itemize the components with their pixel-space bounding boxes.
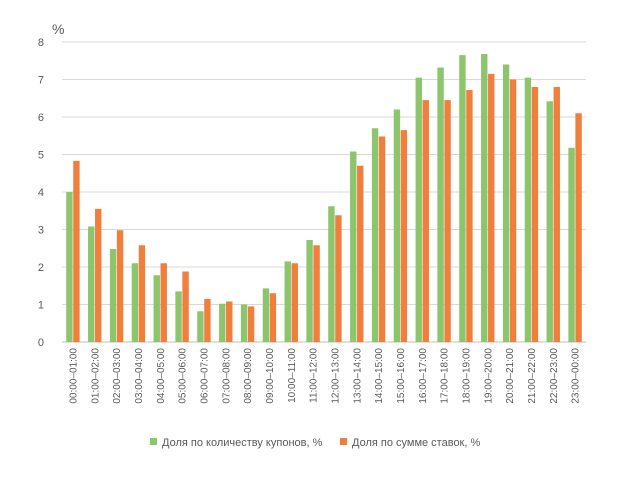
bar-series-2-7 (226, 301, 233, 342)
y-tick-label: 3 (38, 225, 44, 237)
x-tick-label: 18:00–19:00 (461, 348, 472, 404)
bar-series-2-9 (269, 293, 277, 342)
bar-series-1-9 (262, 288, 270, 342)
x-tick-label: 05:00–06:00 (178, 348, 189, 404)
bar-series-2-19 (488, 73, 495, 342)
bar-series-2-11 (313, 245, 320, 342)
bar-series-1-10 (284, 261, 291, 342)
bar-series-1-17 (437, 67, 444, 342)
x-tick-label: 14:00–15:00 (374, 348, 385, 404)
bar-series-1-5 (175, 291, 182, 342)
bar-series-2-2 (116, 230, 124, 342)
bar-series-2-1 (95, 208, 102, 342)
x-tick-label: 17:00–18:00 (440, 348, 451, 404)
y-tick-label: 1 (38, 300, 44, 312)
bar-series-1-6 (197, 311, 204, 342)
y-tick-label: 0 (38, 337, 44, 349)
x-tick-label: 15:00–16:00 (396, 348, 407, 404)
bar-series-2-3 (138, 245, 146, 342)
x-tick-label: 22:00–23:00 (549, 348, 560, 404)
gridlines (62, 41, 586, 343)
y-tick-label: 7 (38, 75, 44, 87)
y-tick-label: 2 (38, 262, 44, 274)
bar-series-1-21 (524, 77, 532, 342)
x-tick-label: 06:00–07:00 (199, 348, 210, 404)
legend-label-2: Доля по сумме ставок, % (352, 437, 480, 449)
bar-series-1-19 (481, 54, 488, 342)
x-tick-label: 21:00–22:00 (527, 348, 538, 404)
bar-series-2-23 (575, 113, 582, 342)
x-tick-label: 07:00–08:00 (221, 348, 232, 404)
bar-series-2-12 (335, 215, 342, 342)
bar-series-1-1 (88, 226, 95, 342)
bar-series-1-11 (306, 240, 313, 342)
bar-series-1-2 (109, 249, 117, 342)
x-tick-label: 00:00–01:00 (68, 348, 79, 404)
bar-series-1-14 (371, 128, 379, 342)
x-tick-label: 04:00–05:00 (156, 348, 167, 404)
x-tick-label: 16:00–17:00 (418, 348, 429, 404)
bar-series-2-13 (357, 165, 364, 342)
bar-series-2-5 (182, 271, 189, 342)
x-tick-label: 12:00–13:00 (330, 348, 341, 404)
x-tick-label: 02:00–03:00 (112, 348, 123, 404)
bar-series-1-23 (568, 147, 575, 342)
legend-swatch-2 (340, 438, 347, 445)
x-tick-label: 13:00–14:00 (352, 348, 363, 404)
y-axis-unit-label: % (52, 21, 64, 37)
x-tick-label: 08:00–09:00 (243, 348, 254, 404)
bar-series-1-12 (328, 206, 335, 342)
bar-series-1-16 (415, 77, 422, 342)
bar-series-2-4 (160, 263, 167, 342)
legend-swatch-1 (150, 438, 157, 445)
x-tick-label: 11:00–12:00 (309, 348, 320, 403)
y-axis: 0 1 2 3 4 5 6 7 8 (38, 37, 44, 349)
legend-label-1: Доля по количеству купонов, % (162, 437, 323, 449)
bar-series-2-20 (509, 79, 517, 342)
bar-series-1-0 (66, 192, 73, 342)
x-tick-label: 23:00–00:00 (571, 348, 582, 404)
x-axis: 00:00–01:00 01:00–02:00 02:00–03:00 03:00–0… (68, 348, 581, 404)
bars (66, 54, 582, 342)
bar-series-2-15 (400, 130, 408, 342)
bar-series-2-14 (378, 136, 386, 342)
bar-series-2-6 (204, 298, 211, 342)
bar-series-1-4 (153, 275, 160, 342)
bar-series-1-18 (459, 55, 466, 342)
y-tick-label: 4 (38, 187, 44, 199)
bar-series-2-22 (553, 87, 560, 342)
x-tick-label: 01:00–02:00 (90, 348, 101, 404)
bar-series-1-3 (131, 263, 139, 342)
bar-series-1-20 (502, 64, 510, 342)
bar-series-1-15 (393, 109, 401, 342)
bar-series-2-17 (444, 100, 451, 342)
bar-series-2-21 (531, 87, 539, 342)
bar-series-2-8 (247, 306, 255, 342)
x-tick-label: 03:00–04:00 (134, 348, 145, 404)
bar-series-2-10 (291, 263, 298, 342)
bar-series-2-16 (422, 100, 429, 342)
legend: Доля по количеству купонов, % Доля по сум… (150, 437, 480, 449)
y-tick-label: 5 (38, 150, 44, 162)
x-tick-label: 10:00–11:00 (287, 348, 298, 403)
y-tick-label: 6 (38, 112, 44, 124)
bar-series-2-0 (73, 160, 80, 342)
bar-series-1-13 (350, 151, 357, 342)
bar-series-1-22 (546, 101, 553, 342)
x-tick-label: 09:00–10:00 (265, 348, 276, 404)
y-tick-label: 8 (38, 37, 44, 49)
bar-series-2-18 (466, 90, 473, 342)
bar-series-1-8 (240, 304, 248, 342)
x-tick-label: 20:00–21:00 (505, 348, 516, 404)
bar-series-1-7 (219, 303, 226, 342)
x-tick-label: 19:00–20:00 (483, 348, 494, 404)
